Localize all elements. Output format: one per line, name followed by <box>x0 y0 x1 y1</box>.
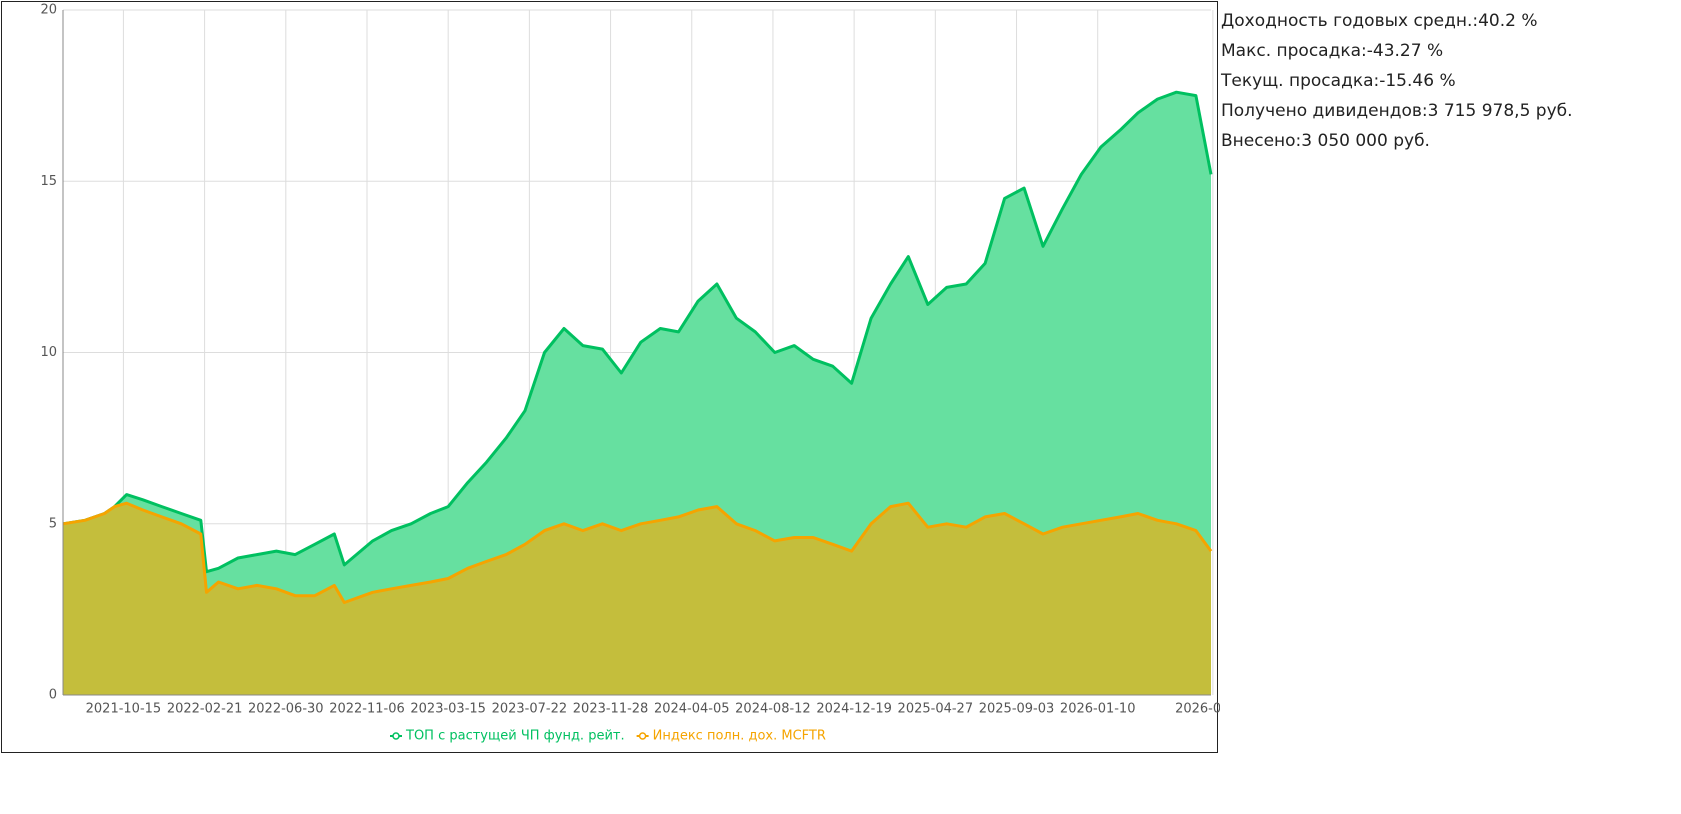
x-tick-label: 2023-03-15 <box>410 702 486 717</box>
stat-row: Текущ. просадка:-15.46 % <box>1221 66 1573 96</box>
stat-row: Доходность годовых средн.:40.2 % <box>1221 6 1573 36</box>
x-tick-label: 2023-07-22 <box>492 702 568 717</box>
x-tick-label: 2026-07-12 <box>1175 702 1220 717</box>
stat-row: Получено дивидендов:3 715 978,5 руб. <box>1221 96 1573 126</box>
stat-value: 3 050 000 руб. <box>1301 131 1430 151</box>
x-tick-label: 2022-11-06 <box>329 702 405 717</box>
x-tick-label: 2026-01-10 <box>1060 702 1136 717</box>
legend-icon <box>392 732 400 740</box>
x-tick-label: 2023-11-28 <box>573 702 649 717</box>
y-tick-label: 0 <box>49 688 57 703</box>
series-area <box>63 503 1211 695</box>
y-tick-label: 15 <box>40 174 57 189</box>
stat-value: -43.27 % <box>1366 41 1444 61</box>
chart: 0 5 10 15 20 2021-10-15 2022-02-21 2022-06-30 20… <box>1 1 1220 753</box>
x-tick-label: 2025-04-27 <box>898 702 974 717</box>
stat-label: Доходность годовых средн.: <box>1221 11 1479 31</box>
x-tick-label: 2021-10-15 <box>86 702 162 717</box>
x-tick-label: 2022-06-30 <box>248 702 324 717</box>
x-tick-label: 2024-12-19 <box>816 702 892 717</box>
stats-panel: Доходность годовых средн.:40.2 % Макс. пр… <box>1221 6 1573 156</box>
legend-icon <box>638 732 647 740</box>
y-tick-label: 5 <box>49 516 57 531</box>
stat-row: Макс. просадка:-43.27 % <box>1221 36 1573 66</box>
x-tick-label: 2024-08-12 <box>735 702 811 717</box>
stat-label: Макс. просадка: <box>1221 41 1367 61</box>
x-tick-label: 2025-09-03 <box>979 702 1055 717</box>
stat-label: Текущ. просадка: <box>1221 71 1380 91</box>
series-line <box>62 501 1213 604</box>
x-tick-label: 2022-02-21 <box>167 702 243 717</box>
legend-label: Индекс полн. дох. MCFTR <box>653 729 826 744</box>
series-line <box>62 90 1213 574</box>
y-tick-label: 10 <box>40 345 57 360</box>
stat-label: Получено дивидендов: <box>1221 101 1428 121</box>
stat-value: 40.2 % <box>1478 11 1538 31</box>
y-tick-label: 20 <box>40 3 57 18</box>
legend-label: ТОП с растущей ЧП фунд. рейт. <box>405 729 625 744</box>
stat-row: Внесено:3 050 000 руб. <box>1221 126 1573 156</box>
stat-value: 3 715 978,5 руб. <box>1427 101 1573 121</box>
stat-label: Внесено: <box>1221 131 1302 151</box>
stat-value: -15.46 % <box>1379 71 1456 91</box>
x-tick-label: 2024-04-05 <box>654 702 730 717</box>
